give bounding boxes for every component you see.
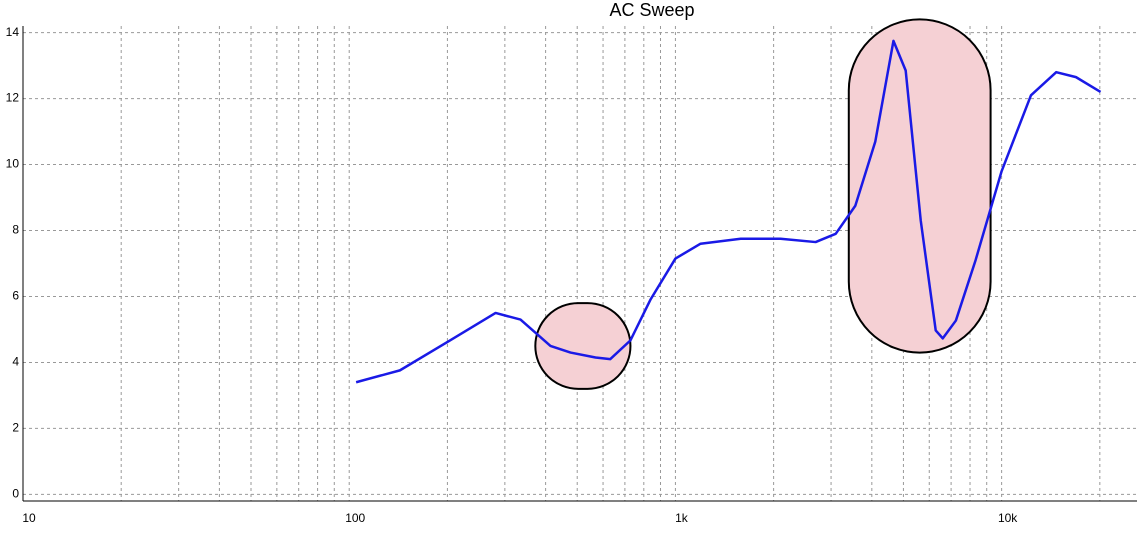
x-tick-label: 100 (345, 511, 365, 525)
y-tick-label: 8 (12, 223, 19, 237)
y-tick-label: 6 (12, 289, 19, 303)
y-tick-label: 12 (6, 91, 20, 105)
chart-title: AC Sweep (609, 0, 694, 20)
x-tick-label: 10 (22, 511, 36, 525)
data-line (355, 39, 1102, 384)
y-tick-label: 0 (12, 487, 19, 501)
y-tick-label: 10 (6, 157, 20, 171)
x-tick-label: 10k (998, 511, 1018, 525)
y-tick-label: 4 (12, 355, 19, 369)
x-tick-label: 1k (675, 511, 689, 525)
y-tick-label: 2 (12, 421, 19, 435)
highlight-region (847, 18, 992, 354)
y-tick-label: 14 (6, 25, 20, 39)
highlight-region (534, 302, 632, 390)
